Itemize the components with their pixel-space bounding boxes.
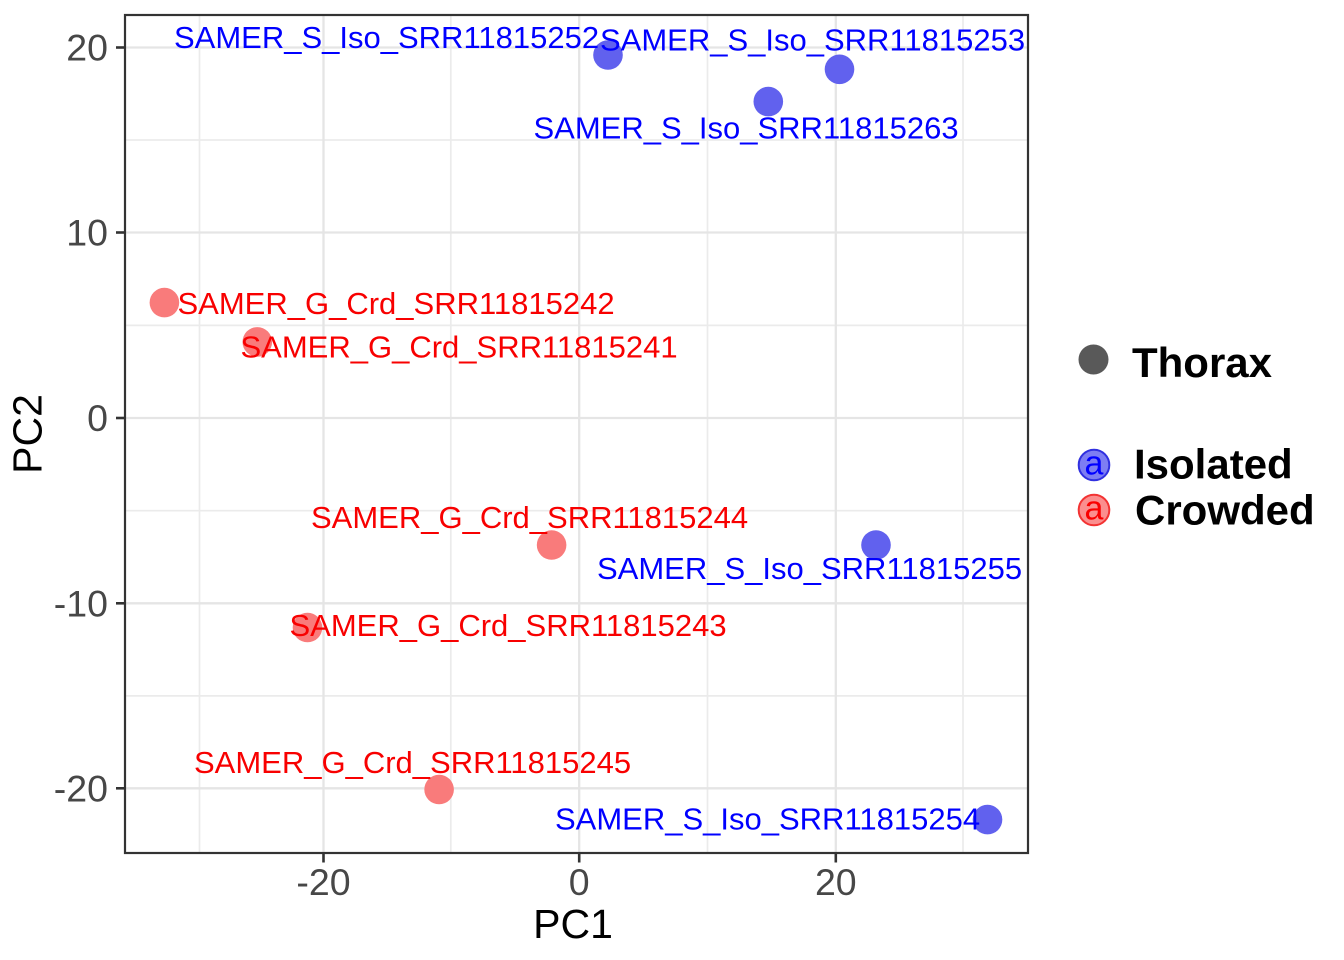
svg-text:-20: -20 (54, 767, 108, 809)
svg-text:-20: -20 (296, 861, 350, 903)
svg-text:0: 0 (87, 397, 108, 439)
svg-text:SAMER_S_Iso_SRR11815253: SAMER_S_Iso_SRR11815253 (600, 23, 1025, 58)
svg-text:PC1: PC1 (533, 901, 613, 947)
svg-text:a: a (1085, 489, 1104, 527)
svg-text:SAMER_G_Crd_SRR11815243: SAMER_G_Crd_SRR11815243 (290, 608, 727, 643)
svg-text:SAMER_S_Iso_SRR11815254: SAMER_S_Iso_SRR11815254 (555, 802, 980, 837)
svg-text:SAMER_S_Iso_SRR11815252: SAMER_S_Iso_SRR11815252 (174, 20, 599, 55)
svg-text:a: a (1085, 444, 1104, 482)
svg-text:SAMER_S_Iso_SRR11815255: SAMER_S_Iso_SRR11815255 (597, 551, 1022, 586)
svg-text:Crowded: Crowded (1135, 487, 1315, 534)
svg-text:SAMER_G_Crd_SRR11815244: SAMER_G_Crd_SRR11815244 (311, 500, 748, 535)
svg-text:0: 0 (569, 861, 590, 903)
svg-text:20: 20 (815, 861, 857, 903)
svg-text:-10: -10 (54, 582, 108, 624)
svg-text:SAMER_G_Crd_SRR11815245: SAMER_G_Crd_SRR11815245 (194, 745, 631, 780)
svg-text:SAMER_G_Crd_SRR11815241: SAMER_G_Crd_SRR11815241 (241, 330, 678, 365)
svg-text:10: 10 (66, 212, 108, 254)
svg-text:Isolated: Isolated (1134, 441, 1293, 488)
svg-text:Thorax: Thorax (1132, 339, 1273, 386)
svg-text:SAMER_S_Iso_SRR11815263: SAMER_S_Iso_SRR11815263 (534, 111, 959, 146)
svg-text:PC2: PC2 (5, 394, 51, 474)
svg-text:20: 20 (66, 27, 108, 69)
svg-text:SAMER_G_Crd_SRR11815242: SAMER_G_Crd_SRR11815242 (178, 286, 615, 321)
